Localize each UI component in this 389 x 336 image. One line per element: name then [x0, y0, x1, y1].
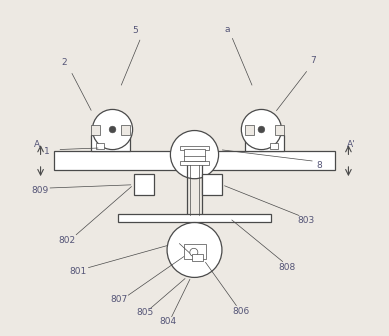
Circle shape — [93, 110, 133, 150]
Text: 803: 803 — [297, 216, 315, 225]
Bar — [91, 125, 100, 135]
Text: 801: 801 — [69, 267, 87, 276]
Bar — [275, 125, 284, 135]
Text: A: A — [34, 140, 40, 149]
Bar — [193, 254, 203, 261]
Circle shape — [109, 126, 116, 133]
Bar — [245, 135, 284, 151]
Circle shape — [258, 126, 265, 133]
Bar — [180, 161, 209, 165]
Text: 806: 806 — [232, 307, 249, 316]
Bar — [202, 174, 222, 196]
Bar — [117, 214, 272, 221]
Text: 802: 802 — [58, 237, 75, 245]
Text: 2: 2 — [61, 58, 67, 67]
Text: 5: 5 — [132, 26, 138, 35]
Circle shape — [170, 130, 219, 179]
Bar — [270, 142, 279, 149]
Bar — [121, 125, 130, 135]
Text: 807: 807 — [110, 295, 128, 304]
Text: 809: 809 — [31, 186, 49, 195]
Bar — [184, 149, 205, 161]
Text: 808: 808 — [278, 262, 296, 271]
Bar — [133, 174, 154, 196]
Bar — [96, 142, 105, 149]
Circle shape — [190, 248, 198, 256]
Text: a: a — [224, 25, 230, 34]
Bar — [245, 125, 254, 135]
Bar — [91, 135, 130, 151]
Text: 7: 7 — [310, 56, 316, 66]
Bar — [54, 151, 335, 170]
Text: A': A' — [347, 140, 356, 149]
Circle shape — [241, 110, 282, 150]
Text: 805: 805 — [137, 308, 154, 317]
Text: 8: 8 — [316, 161, 322, 170]
Bar — [184, 244, 206, 259]
Text: 1: 1 — [44, 148, 49, 157]
Text: 804: 804 — [159, 318, 176, 326]
Bar — [180, 146, 209, 150]
Circle shape — [167, 222, 222, 278]
